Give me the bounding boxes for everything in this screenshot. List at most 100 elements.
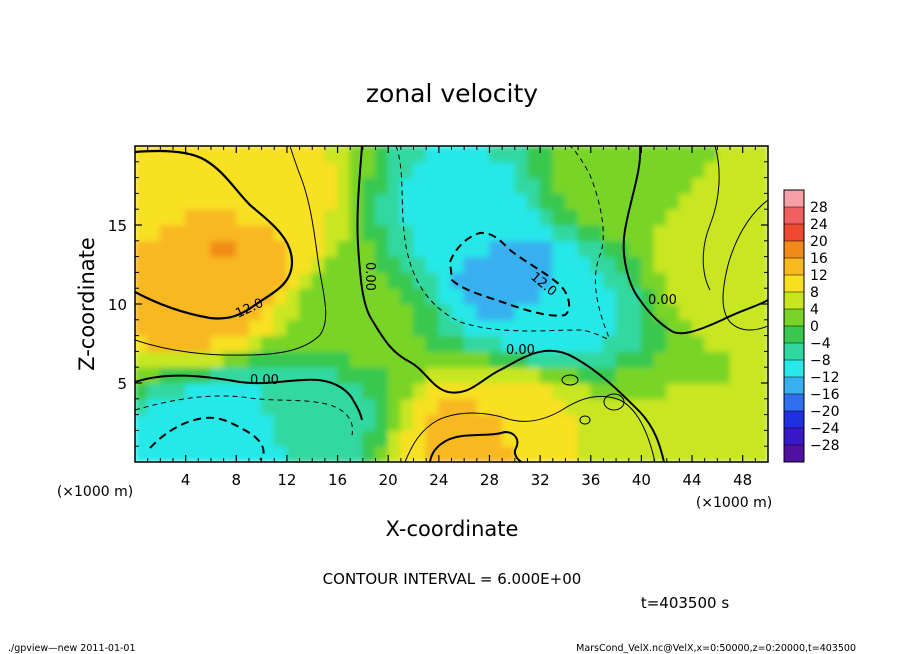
heatmap-cell <box>526 146 541 163</box>
heatmap-cell <box>640 240 655 258</box>
heatmap-cell <box>577 177 592 194</box>
heatmap-cell <box>463 271 478 289</box>
heatmap-cell <box>286 177 301 194</box>
heatmap-cell <box>552 303 566 321</box>
heatmap-cell <box>628 366 642 384</box>
heatmap-cell <box>413 335 427 352</box>
heatmap-cell <box>729 192 744 210</box>
heatmap-cell <box>564 224 579 242</box>
heatmap-cell <box>754 161 768 179</box>
heatmap-cell <box>704 335 718 352</box>
heatmap-cell <box>185 161 199 179</box>
x-tick-label: 36 <box>581 471 600 489</box>
heatmap-cell <box>299 319 313 337</box>
heatmap-cell <box>248 335 263 352</box>
heatmap-cell <box>526 303 541 321</box>
heatmap-cell <box>691 161 706 179</box>
heatmap-cell <box>716 414 731 431</box>
heatmap-cell <box>438 445 452 462</box>
heatmap-cell <box>273 161 288 179</box>
heatmap-cell <box>273 177 288 194</box>
heatmap-cell <box>311 161 326 179</box>
contour-label-zero-right: 0.00 <box>648 293 677 308</box>
heatmap-cell <box>197 382 212 400</box>
heatmap-cell <box>210 429 225 447</box>
heatmap-cell <box>476 240 490 258</box>
heatmap-cell <box>273 335 288 352</box>
heatmap-cell <box>539 240 554 258</box>
heatmap-cell <box>400 161 415 179</box>
heatmap-cell <box>666 366 680 384</box>
heatmap-cell <box>577 414 592 431</box>
heatmap-cell <box>197 414 212 431</box>
colorbar-swatch <box>784 190 804 208</box>
heatmap-cell <box>273 398 288 416</box>
heatmap-cell <box>577 271 592 289</box>
heatmap-cell <box>716 192 731 210</box>
colorbar-tick-label: 12 <box>810 268 828 284</box>
heatmap-cell <box>488 224 503 242</box>
heatmap-cell <box>539 366 554 384</box>
heatmap-cell <box>754 240 768 258</box>
heatmap-cell <box>400 271 415 289</box>
y-axis-label: Z-coordinate <box>75 237 99 371</box>
heatmap-cell <box>349 208 364 226</box>
heatmap-cell <box>135 146 149 163</box>
heatmap-cell <box>501 382 516 400</box>
heatmap-cell <box>286 382 301 400</box>
heatmap-cell <box>273 240 288 258</box>
contour-line-minus12 <box>448 231 571 317</box>
heatmap-cell <box>248 146 263 163</box>
heatmap-cell <box>716 240 731 258</box>
colorbar-swatch <box>784 275 804 293</box>
heatmap-cell <box>691 335 706 352</box>
heatmap-cell <box>210 350 225 368</box>
heatmap-cell <box>704 382 718 400</box>
heatmap-cell <box>704 350 718 368</box>
heatmap-cell <box>577 366 592 384</box>
heatmap-cell <box>754 350 768 368</box>
heatmap-cell <box>337 366 351 384</box>
heatmap-cell <box>235 161 250 179</box>
heatmap-cell <box>425 192 440 210</box>
heatmap-cell <box>425 240 440 258</box>
heatmap-cell <box>172 224 187 242</box>
heatmap-cell <box>299 429 313 447</box>
heatmap-cell <box>185 335 199 352</box>
heatmap-cell <box>261 319 275 337</box>
heatmap-cell <box>185 382 199 400</box>
heatmap-cell <box>349 382 364 400</box>
heatmap-cell <box>678 271 693 289</box>
heatmap-cell <box>754 414 768 431</box>
heatmap-cell <box>362 177 377 194</box>
heatmap-cell <box>425 303 440 321</box>
heatmap-cell <box>159 146 174 163</box>
heatmap-cell <box>147 398 161 416</box>
heatmap-cell <box>172 208 187 226</box>
heatmap-cell <box>311 445 326 462</box>
heatmap-cell <box>501 319 516 337</box>
heatmap-cell <box>223 398 237 416</box>
heatmap-cell <box>577 445 592 462</box>
heatmap-cell <box>602 414 617 431</box>
heatmap-cell <box>248 319 263 337</box>
heatmap-cell <box>716 429 731 447</box>
heatmap-cell <box>564 161 579 179</box>
heatmap-cell <box>463 398 478 416</box>
heatmap-cell <box>539 414 554 431</box>
heatmap-cell <box>311 429 326 447</box>
heatmap-cell <box>451 414 465 431</box>
heatmap-cell <box>653 240 668 258</box>
heatmap-cell <box>691 192 706 210</box>
heatmap-cell <box>235 445 250 462</box>
heatmap-cell <box>362 256 377 273</box>
heatmap-cell <box>261 398 275 416</box>
heatmap-cell <box>564 271 579 289</box>
heatmap-cell <box>337 319 351 337</box>
heatmap-cell <box>261 146 275 163</box>
heatmap-cell <box>185 350 199 368</box>
heatmap-cell <box>337 335 351 352</box>
heatmap-cell <box>273 208 288 226</box>
heatmap-cell <box>564 382 579 400</box>
heatmap-cell <box>590 429 604 447</box>
